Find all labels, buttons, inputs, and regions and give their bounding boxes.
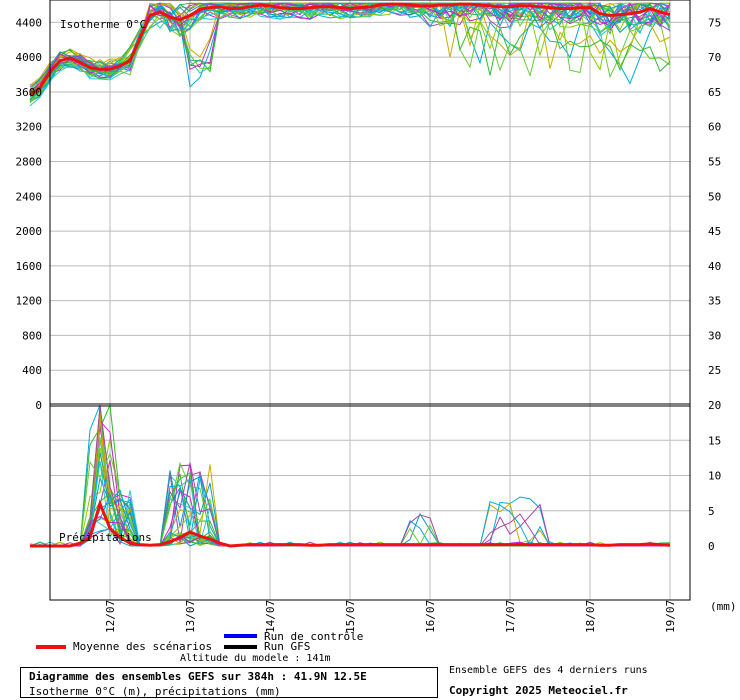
p-tick-right: 0 bbox=[708, 540, 715, 553]
copyright: Copyright 2025 Meteociel.fr bbox=[449, 684, 628, 697]
plot-border bbox=[49, 0, 691, 601]
y-tick-left: 1600 bbox=[16, 260, 43, 273]
legend-mean-label: Moyenne des scénarios bbox=[73, 640, 213, 653]
chart-title: Diagramme des ensembles GEFS sur 384h : … bbox=[29, 670, 367, 683]
chart-info-box: Diagramme des ensembles GEFS sur 384h : … bbox=[20, 667, 438, 698]
y-tick-right: 40 bbox=[708, 260, 721, 273]
legend-gfs-line bbox=[224, 645, 257, 649]
legend-mean-line bbox=[36, 645, 66, 649]
y-tick-right: 60 bbox=[708, 121, 721, 134]
x-tick-label: 12/07 bbox=[104, 600, 117, 633]
legend-gfs-label: Run GFS bbox=[264, 640, 311, 653]
chart-subtitle: Isotherme 0°C (m), précipitations (mm) bbox=[29, 685, 281, 698]
y-tick-left: 3200 bbox=[16, 121, 43, 134]
x-tick-label: 15/07 bbox=[344, 600, 357, 633]
grid-lines bbox=[50, 0, 690, 600]
y-tick-right: 55 bbox=[708, 156, 721, 169]
ensemble-member-isotherm bbox=[29, 2, 671, 101]
chart-frame bbox=[49, 0, 691, 601]
upper-ensemble-lines bbox=[29, 1, 671, 107]
x-tick-label: 17/07 bbox=[504, 600, 517, 633]
y-tick-left: 3600 bbox=[16, 86, 43, 99]
y-tick-right: 45 bbox=[708, 225, 721, 238]
p-tick-right: 10 bbox=[708, 470, 721, 483]
precip-unit: (mm) bbox=[710, 600, 737, 613]
isotherme-label: Isotherme 0°C bbox=[60, 18, 146, 31]
y-tick-left: 2800 bbox=[16, 156, 43, 169]
x-tick-label: 18/07 bbox=[584, 600, 597, 633]
mean-lines bbox=[29, 2, 671, 548]
model-altitude: Altitude du modele : 141m bbox=[180, 653, 331, 664]
y-tick-left: 4400 bbox=[16, 16, 43, 29]
y-tick-right: 20 bbox=[708, 399, 721, 412]
mean-precip-line bbox=[30, 499, 671, 548]
y-tick-right: 65 bbox=[708, 86, 721, 99]
ensemble-member-isotherm bbox=[29, 2, 671, 96]
y-tick-left: 2000 bbox=[16, 225, 43, 238]
x-tick-label: 16/07 bbox=[424, 600, 437, 633]
p-tick-right: 5 bbox=[708, 505, 715, 518]
mean-isotherm-line bbox=[29, 2, 671, 97]
legend-control-label: Run de contrôle bbox=[264, 630, 364, 643]
legend-control-line bbox=[224, 634, 257, 638]
x-tick-label: 13/07 bbox=[184, 600, 197, 633]
y-tick-right: 70 bbox=[708, 51, 721, 64]
y-tick-left: 2400 bbox=[16, 190, 43, 203]
y-tick-left: 800 bbox=[22, 329, 42, 342]
y-tick-right: 30 bbox=[708, 329, 721, 342]
x-tick-label: 14/07 bbox=[264, 600, 277, 633]
y-tick-left: 1200 bbox=[16, 295, 43, 308]
x-tick-label: 19/07 bbox=[664, 600, 677, 633]
y-tick-right: 75 bbox=[708, 16, 721, 29]
y-tick-right: 25 bbox=[708, 364, 721, 377]
y-tick-right: 35 bbox=[708, 295, 721, 308]
runs-note: Ensemble GEFS des 4 derniers runs bbox=[449, 665, 648, 676]
y-tick-left: 0 bbox=[35, 399, 42, 412]
precip-label: Précipitations bbox=[59, 531, 152, 544]
y-tick-left: 4000 bbox=[16, 51, 43, 64]
y-tick-right: 50 bbox=[708, 190, 721, 203]
y-tick-left: 400 bbox=[22, 364, 42, 377]
p-tick-right: 15 bbox=[708, 434, 721, 447]
